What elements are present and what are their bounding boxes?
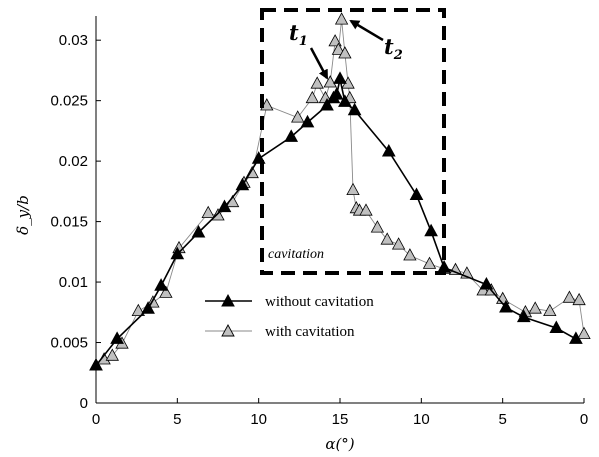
series-line-with-cavitation	[95, 19, 585, 366]
cavitation-region-label: cavitation	[268, 247, 324, 262]
data-point-without-cavitation	[333, 71, 347, 84]
y-tick-label: 0.025	[50, 93, 88, 110]
x-tick-label: 10	[250, 411, 267, 428]
data-point-without-cavitation	[170, 246, 185, 260]
legend-item-with-cavitation: with cavitation	[205, 324, 355, 340]
x-tick-label: 0	[92, 411, 100, 428]
data-point-without-cavitation	[479, 276, 494, 290]
x-tick-label: 10	[413, 411, 430, 428]
data-point-with-cavitation	[201, 205, 215, 218]
annotation-t2: t2	[384, 34, 403, 63]
annotation-t2-sub: 2	[393, 48, 403, 63]
data-point-without-cavitation	[89, 357, 103, 371]
data-point-with-cavitation	[323, 75, 337, 88]
data-point-without-cavitation	[284, 129, 299, 142]
data-point-without-cavitation	[300, 114, 315, 128]
legend-label-with-cavitation: with cavitation	[265, 324, 355, 340]
y-tick-label: 0.02	[59, 153, 88, 170]
x-tick-label: 5	[173, 411, 181, 428]
data-point-without-cavitation	[141, 301, 155, 314]
annotation-t1: t1	[289, 20, 308, 49]
data-point-with-cavitation	[572, 292, 586, 306]
data-point-without-cavitation	[217, 199, 232, 213]
legend-marker-without-cavitation	[221, 293, 235, 307]
cavitation-box	[260, 8, 446, 275]
data-point-with-cavitation	[403, 248, 417, 261]
data-point-without-cavitation	[424, 223, 438, 237]
annotation-t2-arrow	[349, 19, 384, 42]
data-point-with-cavitation	[131, 303, 145, 316]
cavitation-region: cavitation	[260, 8, 446, 275]
data-point-with-cavitation	[305, 90, 319, 104]
data-point-with-cavitation	[310, 76, 324, 89]
data-point-without-cavitation	[191, 224, 206, 238]
data-point-without-cavitation	[549, 320, 564, 333]
legend-item-without-cavitation: without cavitation	[205, 293, 374, 310]
data-point-with-cavitation	[291, 110, 305, 123]
data-point-with-cavitation	[562, 290, 577, 303]
data-point-with-cavitation	[543, 303, 557, 316]
x-tick-label: 5	[498, 411, 506, 428]
data-point-without-cavitation	[338, 94, 352, 107]
data-point-with-cavitation	[577, 326, 591, 339]
data-point-with-cavitation	[528, 301, 542, 314]
y-tick-label: 0.015	[50, 214, 88, 231]
series	[89, 12, 591, 371]
series-line-without-cavitation	[95, 78, 577, 366]
annotations: t1 t2	[289, 19, 403, 80]
data-point-with-cavitation	[422, 256, 437, 269]
x-tick-label: 0	[580, 411, 588, 428]
y-tick-label: 0.01	[59, 274, 88, 291]
legend-label-without-cavitation: without cavitation	[265, 294, 374, 310]
data-point-without-cavitation	[516, 309, 531, 323]
data-point-with-cavitation	[359, 203, 373, 216]
data-point-with-cavitation	[380, 232, 394, 245]
annotation-t1-sub: 1	[299, 34, 308, 49]
data-point-with-cavitation	[338, 46, 352, 59]
data-point-with-cavitation	[105, 348, 119, 361]
x-axis-label: α(°)	[325, 435, 354, 453]
data-point-without-cavitation	[110, 331, 124, 344]
data-point-with-cavitation	[159, 285, 173, 298]
y-tick-label: 0.005	[50, 335, 88, 352]
annotation-t2-base: t	[384, 34, 394, 59]
data-point-without-cavitation	[499, 299, 513, 313]
ticks	[95, 39, 585, 404]
data-point-without-cavitation	[381, 143, 396, 157]
data-point-with-cavitation	[391, 237, 406, 250]
legend: without cavitation with cavitation	[205, 293, 374, 340]
data-point-without-cavitation	[320, 97, 334, 111]
data-point-without-cavitation	[154, 278, 168, 291]
data-point-without-cavitation	[569, 331, 583, 344]
y-tick-label: 0	[80, 395, 88, 412]
data-point-without-cavitation	[329, 87, 344, 100]
data-point-without-cavitation	[347, 102, 362, 116]
data-point-with-cavitation	[346, 182, 360, 195]
data-point-with-cavitation	[370, 220, 385, 233]
y-tick-label: 0.03	[59, 32, 88, 49]
legend-marker-with-cavitation	[221, 324, 235, 337]
y-axis-label: δ_y/b	[14, 195, 32, 235]
data-point-with-cavitation	[334, 12, 349, 25]
data-point-without-cavitation	[235, 177, 250, 191]
annotation-t1-arrow	[309, 47, 329, 80]
data-point-without-cavitation	[409, 187, 424, 200]
annotation-t1-base: t	[289, 20, 299, 45]
x-tick-label: 15	[332, 411, 349, 428]
data-point-with-cavitation	[331, 42, 346, 55]
